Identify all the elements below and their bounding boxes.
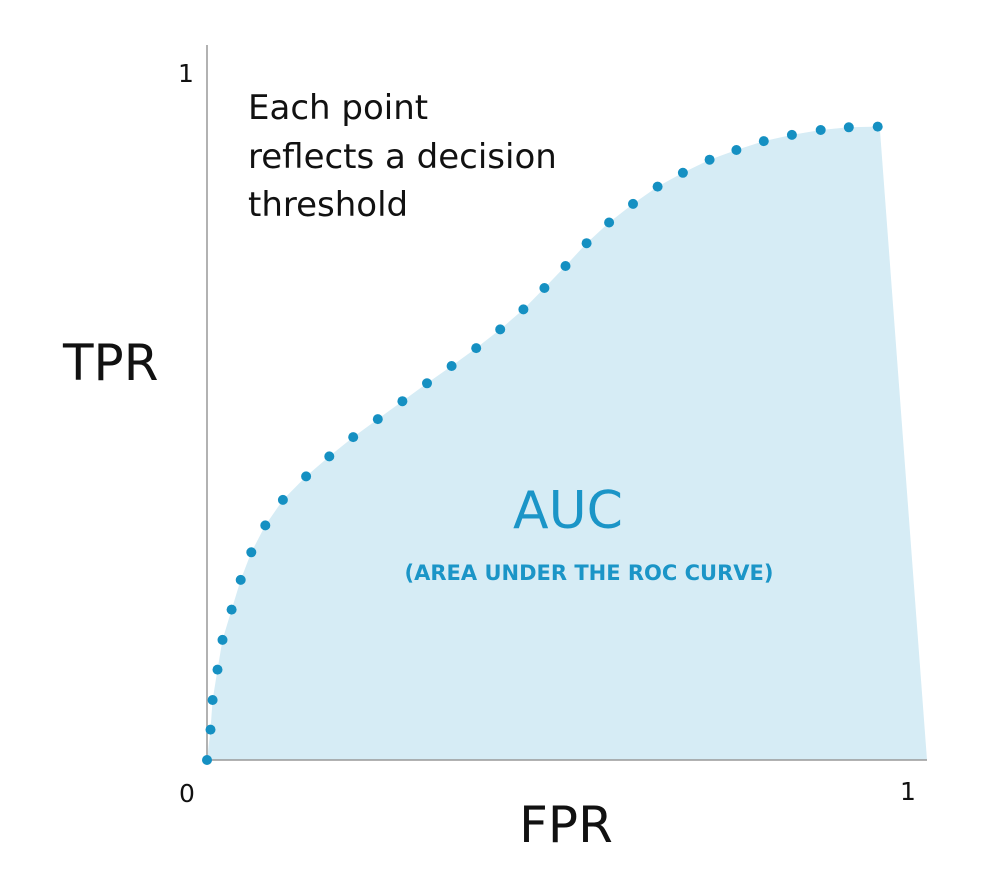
roc-point-24 bbox=[628, 198, 638, 209]
roc-point-9 bbox=[277, 494, 288, 505]
roc-point-31 bbox=[815, 125, 826, 135]
y-axis-title: TPR bbox=[62, 334, 158, 392]
annotation-line-2: reflects a decision bbox=[248, 137, 557, 177]
roc-point-27 bbox=[704, 154, 715, 165]
x-axis-title: FPR bbox=[519, 796, 613, 854]
roc-point-26 bbox=[677, 167, 688, 178]
roc-point-4 bbox=[217, 634, 228, 645]
roc-point-10 bbox=[301, 471, 312, 482]
roc-point-16 bbox=[446, 361, 457, 371]
roc-point-20 bbox=[539, 283, 550, 293]
roc-point-2 bbox=[207, 695, 218, 705]
roc-point-18 bbox=[495, 324, 506, 335]
roc-point-19 bbox=[518, 304, 529, 315]
roc-point-12 bbox=[348, 432, 359, 443]
roc-point-5 bbox=[226, 604, 237, 615]
roc-point-13 bbox=[372, 414, 383, 425]
roc-point-25 bbox=[652, 181, 663, 192]
roc-point-11 bbox=[324, 451, 335, 462]
roc-point-7 bbox=[246, 547, 257, 558]
threshold-annotation: Each point reflects a decision threshold bbox=[248, 88, 557, 225]
roc-point-23 bbox=[604, 217, 615, 228]
roc-point-3 bbox=[212, 664, 223, 675]
roc-point-28 bbox=[731, 145, 742, 155]
roc-point-32 bbox=[843, 122, 854, 133]
auc-label: AUC bbox=[513, 481, 623, 541]
roc-point-0 bbox=[202, 755, 212, 765]
roc-point-15 bbox=[422, 378, 432, 389]
roc-point-30 bbox=[786, 129, 797, 140]
roc-point-8 bbox=[260, 520, 271, 531]
roc-point-1 bbox=[205, 724, 216, 735]
annotation-line-1: Each point bbox=[248, 88, 428, 128]
roc-point-22 bbox=[581, 238, 592, 249]
roc-point-17 bbox=[471, 343, 482, 354]
roc-points bbox=[202, 121, 883, 765]
roc-point-6 bbox=[235, 574, 246, 585]
x-tick-label-1: 1 bbox=[900, 777, 916, 806]
roc-point-21 bbox=[560, 261, 571, 271]
roc-point-14 bbox=[397, 396, 408, 407]
roc-point-33 bbox=[872, 121, 883, 132]
y-tick-label-1: 1 bbox=[178, 59, 194, 88]
annotation-line-3: threshold bbox=[248, 185, 408, 225]
roc-point-29 bbox=[758, 136, 769, 147]
auc-area bbox=[207, 126, 927, 761]
x-tick-label-0: 0 bbox=[179, 779, 195, 808]
auc-sublabel: (AREA UNDER THE ROC CURVE) bbox=[405, 561, 774, 585]
